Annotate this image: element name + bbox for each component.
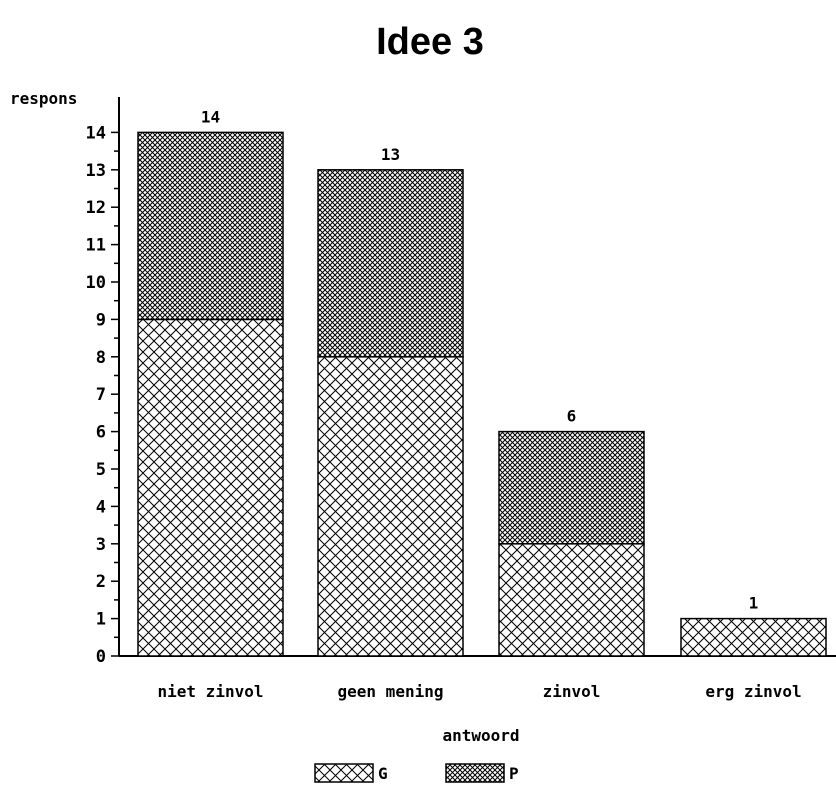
bar-segment-p xyxy=(317,169,464,358)
bar-labels: 14 niet zinvol 13 geen mening 6 zinvol 1 erg zi… xyxy=(158,107,802,701)
bar-total-label: 1 xyxy=(749,594,759,613)
legend-label-g: G xyxy=(378,764,388,783)
y-tick-label: 5 xyxy=(96,460,106,480)
category-label: geen mening xyxy=(338,682,444,701)
bar-segment-g xyxy=(680,617,827,657)
category-label: erg zinvol xyxy=(705,682,801,701)
bar-segment-g xyxy=(498,543,645,657)
x-axis-label: antwoord xyxy=(442,726,519,745)
y-tick-label: 7 xyxy=(96,385,106,405)
bar-segment-g xyxy=(137,318,284,657)
bar-total-label: 13 xyxy=(381,145,400,164)
y-axis-label: respons xyxy=(10,89,77,108)
bar-segment-p xyxy=(498,430,645,545)
bar-segment-g xyxy=(317,356,464,657)
y-tick-label: 2 xyxy=(96,572,106,592)
legend-label-p: P xyxy=(509,764,519,783)
bars xyxy=(137,131,827,657)
y-tick-label: 11 xyxy=(86,236,106,256)
y-tick-label: 14 xyxy=(86,123,106,143)
legend-swatch-p xyxy=(445,763,505,783)
y-tick-label: 1 xyxy=(96,610,106,630)
legend-swatch-g xyxy=(314,763,374,783)
category-label: niet zinvol xyxy=(158,682,264,701)
y-tick-label: 3 xyxy=(96,535,106,555)
bar-total-label: 14 xyxy=(201,107,220,126)
y-tick-label: 6 xyxy=(96,423,106,443)
y-tick-label: 9 xyxy=(96,310,106,330)
bar-segment-p xyxy=(137,131,284,321)
y-tick-label: 0 xyxy=(96,647,106,667)
y-tick-label: 10 xyxy=(86,273,106,293)
y-tick-label: 8 xyxy=(96,348,106,368)
y-tick-label: 12 xyxy=(86,198,106,218)
category-label: zinvol xyxy=(543,682,601,701)
y-tick-label: 4 xyxy=(96,497,106,517)
y-tick-label: 13 xyxy=(86,161,106,181)
bar-total-label: 6 xyxy=(567,407,577,426)
chart-title: Idee 3 xyxy=(376,21,484,63)
